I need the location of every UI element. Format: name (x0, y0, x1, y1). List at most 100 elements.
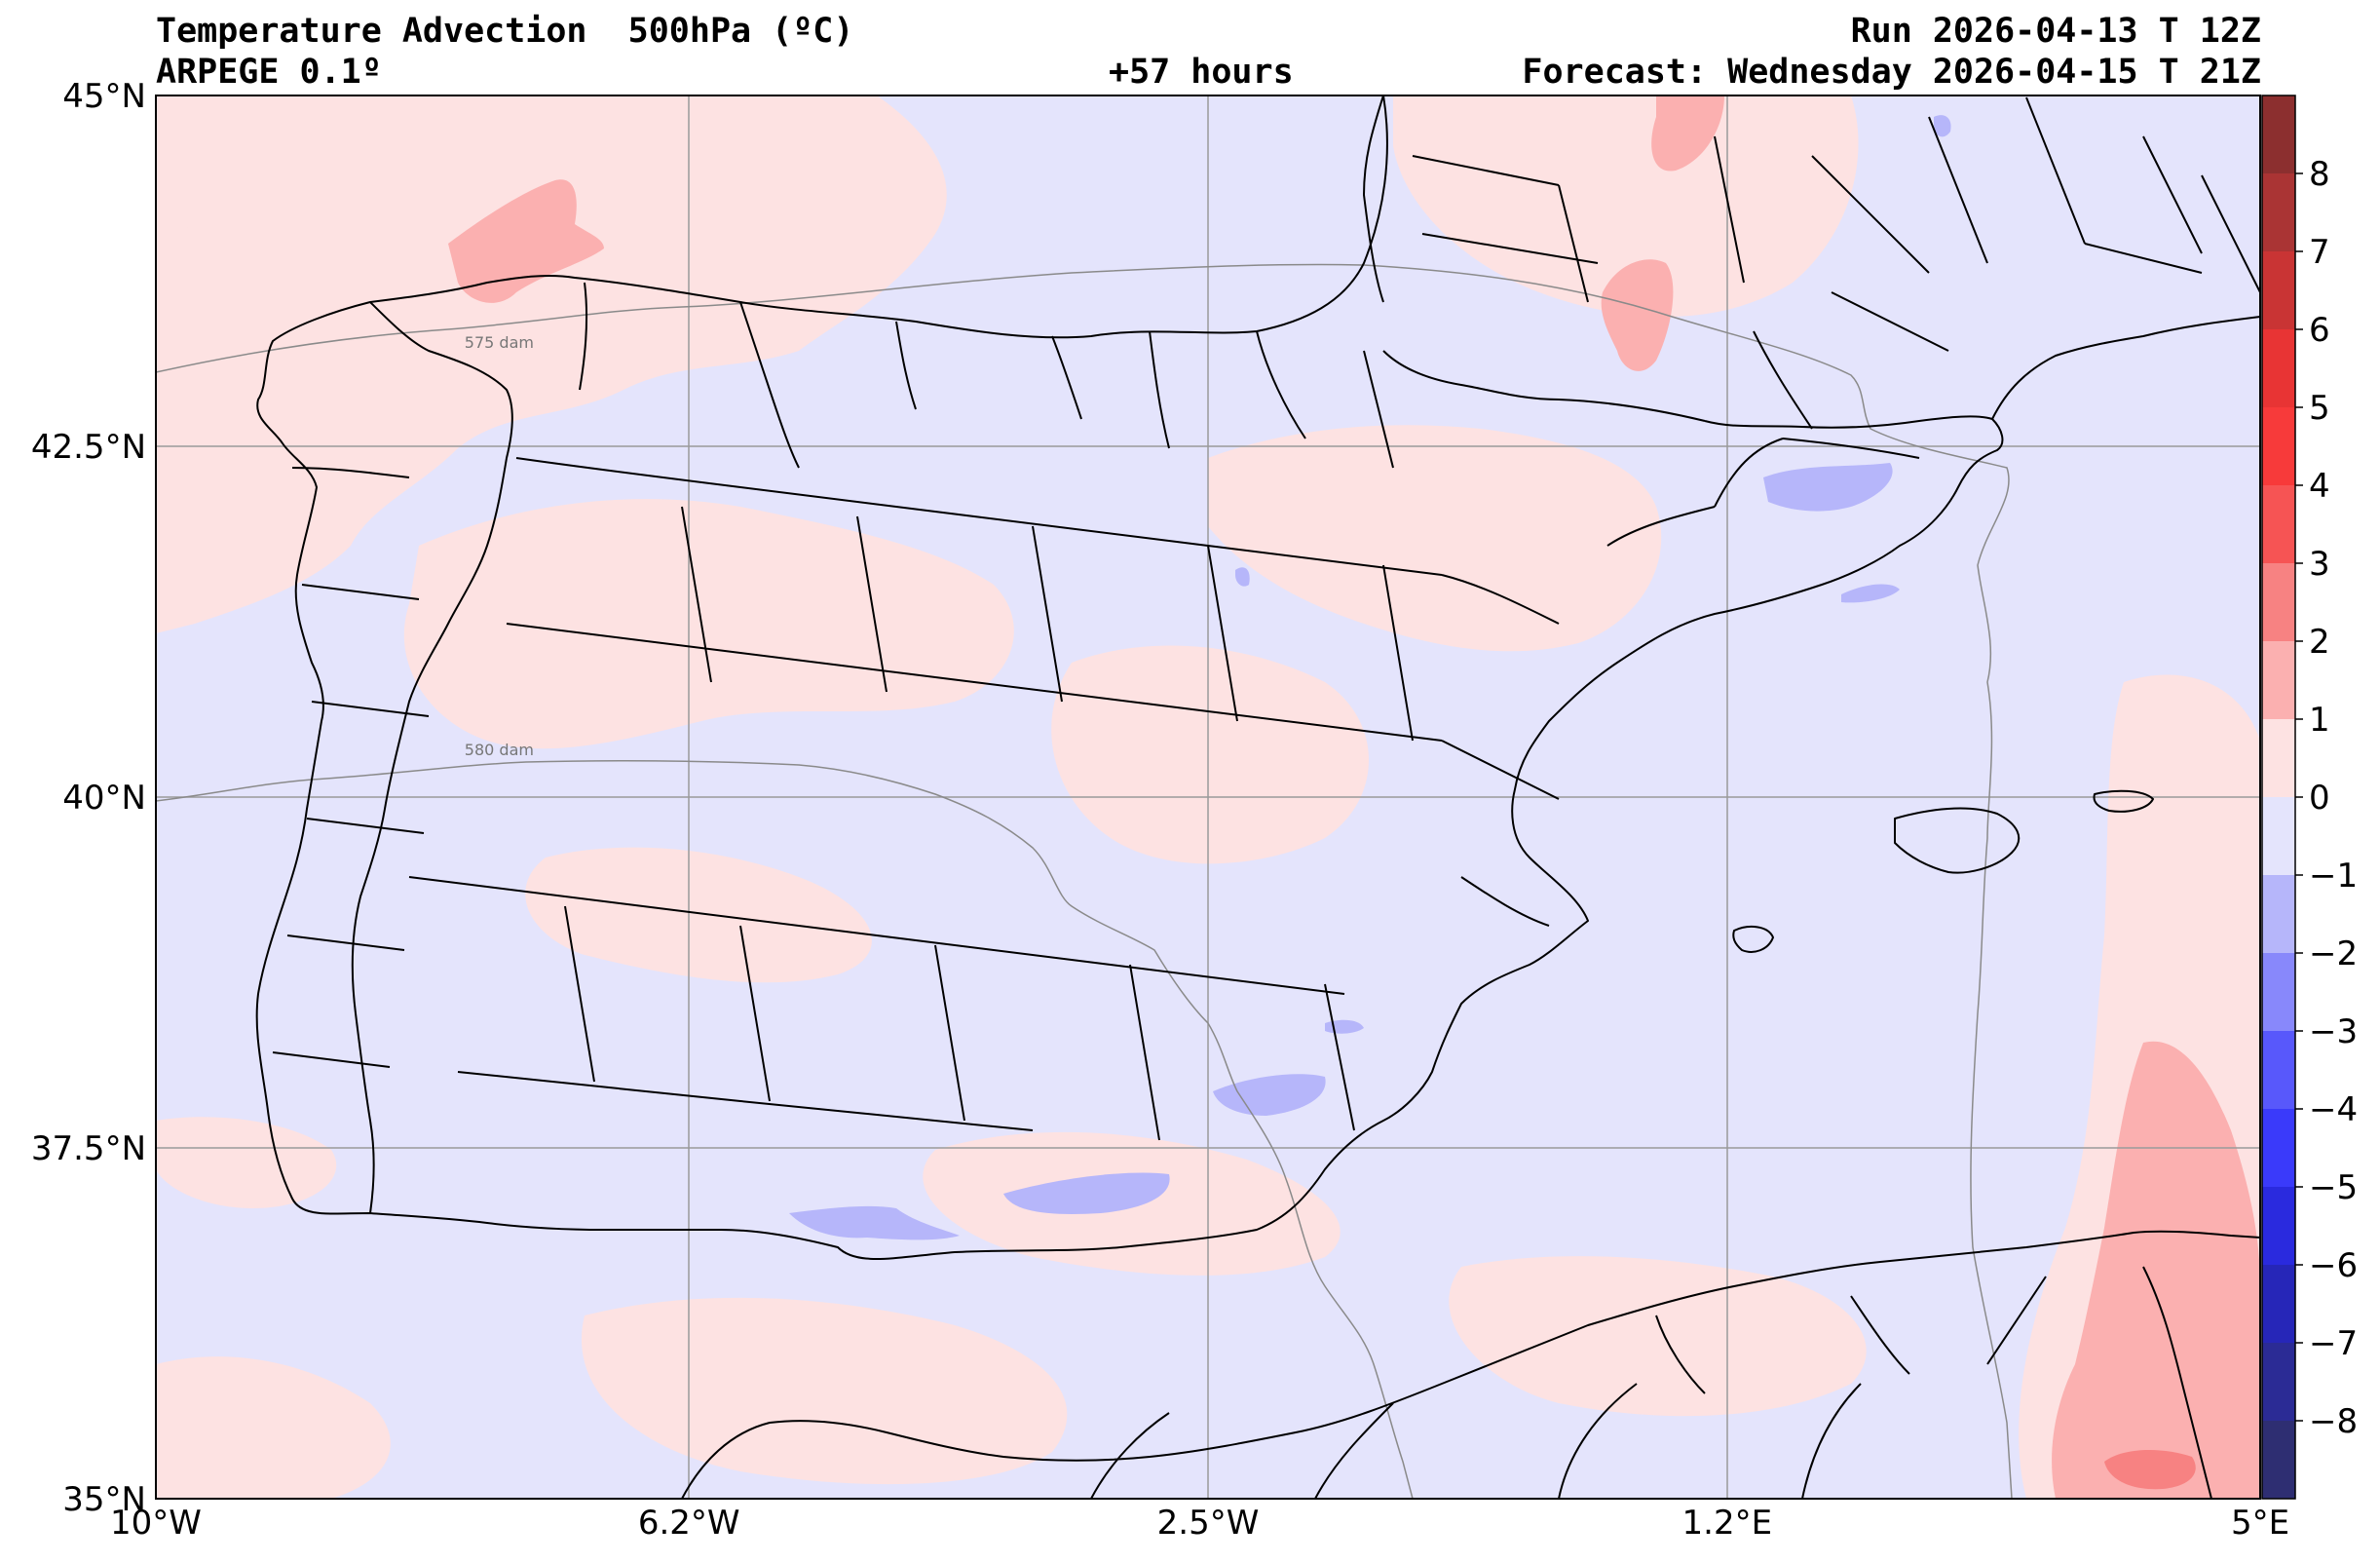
colorbar-tick-label: 3 (2309, 545, 2330, 584)
lon-tick-label: 2.5°W (1157, 1504, 1260, 1543)
contour-labels: 575 dam 580 dam (465, 333, 534, 759)
lat-tick-label: 42.5°N (31, 428, 146, 467)
warm-advection-moderate (448, 95, 2260, 1499)
contour-label-580: 580 dam (465, 741, 534, 759)
colorbar-segment (2262, 1421, 2295, 1499)
warm-region-atlantic-north (156, 195, 240, 507)
ibiza (1732, 925, 1774, 953)
coastlines-and-borders (255, 95, 2260, 1499)
colorbar-tick-label: −4 (2309, 1090, 2358, 1129)
warm-advection-strong (2104, 1450, 2196, 1490)
cold-core-cazorla (1213, 1074, 1326, 1116)
cold-core-france-south (1934, 115, 1951, 137)
colorbar-tick-label: 6 (2309, 311, 2330, 350)
lat-tick-label: 37.5°N (31, 1129, 146, 1168)
lon-tick-label: 10°W (110, 1504, 202, 1543)
cold-core-meseta (1235, 567, 1250, 587)
model-name: ARPEGE 0.1º (156, 53, 382, 92)
warm-region-atlantic-southwest (156, 1356, 391, 1499)
colorbar-tick-label: 2 (2309, 623, 2330, 662)
colorbar-segment (2262, 641, 2295, 719)
africa-admin-borders (1090, 1266, 2212, 1499)
warm-core-southeast (2052, 1041, 2260, 1499)
warm-core-france-north (1651, 95, 1724, 172)
north-africa-coastline (681, 1230, 2260, 1499)
warm-core-france-central (1601, 259, 1674, 371)
warm-region-sierra-morena (525, 847, 872, 983)
colorbar-tick-label: −2 (2309, 934, 2358, 973)
lead-time: +57 hours (1109, 53, 1294, 92)
colorbar: 8 7 6 5 4 3 2 1 0 −1 −2 −3 −4 −5 −6 −7 −8 (2261, 95, 2358, 1500)
advection-field: 575 dam 580 dam (156, 95, 2260, 1499)
colorbar-segment (2262, 173, 2295, 251)
colorbar-segment (2262, 329, 2295, 407)
cold-core-sevilla (789, 1205, 960, 1240)
warm-region-gibraltar (156, 1117, 337, 1208)
contour-label-575: 575 dam (465, 333, 534, 352)
map-title: Temperature Advection 500hPa (ºC) (156, 12, 854, 51)
warm-region-france (1393, 95, 1859, 317)
warm-peak-tunisia (2104, 1450, 2196, 1490)
warm-region-ebro (1208, 425, 1662, 652)
portugal-spain-border (351, 301, 513, 1214)
longitude-labels: 10°W 6.2°W 2.5°W 1.2°E 5°E (110, 1504, 2289, 1543)
run-time: Run 2026-04-13 T 12Z (1850, 12, 2261, 51)
iberia-coastline (255, 95, 2004, 1260)
colorbar-tick-label: −8 (2309, 1402, 2358, 1441)
warm-region-algeria-coast (1449, 1256, 1867, 1417)
forecast-time: Forecast: Wednesday 2026-04-15 T 21Z (1522, 53, 2261, 92)
lon-tick-label: 1.2°E (1682, 1504, 1773, 1543)
colorbar-tick-label: −5 (2309, 1168, 2358, 1207)
contour-580-dam (156, 760, 1414, 1499)
colorbar-segment (2262, 1265, 2295, 1343)
menorca (2093, 789, 2154, 813)
warm-region-north-africa (581, 1297, 1068, 1485)
france-coastline (1363, 95, 1706, 422)
cold-core-granada (1003, 1172, 1170, 1214)
warm-region-la-mancha (1051, 645, 1369, 864)
colorbar-segment (2262, 485, 2295, 563)
colorbar-tick-label: 5 (2309, 389, 2330, 428)
colorbar-tick-label: −1 (2309, 857, 2358, 896)
colorbar-tick-label: 8 (2309, 155, 2330, 194)
colorbar-segment (2262, 563, 2295, 641)
colorbar-tick-label: 4 (2309, 467, 2330, 506)
province-borders-central (506, 457, 1443, 742)
colorbar-tick-label: −7 (2309, 1324, 2358, 1363)
lon-tick-label: 6.2°W (638, 1504, 740, 1543)
colorbar-segment (2262, 875, 2295, 953)
lat-tick-label: 35°N (62, 1480, 146, 1519)
colorbar-segment (2262, 1343, 2295, 1421)
warm-region-northwest (156, 95, 947, 633)
colorbar-segment (2262, 95, 2295, 173)
mallorca (1894, 807, 2021, 874)
france-departments (1412, 96, 2260, 430)
colorbar-tick-label: 0 (2309, 779, 2330, 818)
lat-tick-label: 45°N (62, 77, 146, 116)
province-borders-north (579, 282, 1394, 469)
colorbar-segment (2262, 953, 2295, 1031)
colorbar-segment (2262, 1187, 2295, 1265)
province-borders-east (1441, 438, 1920, 927)
colorbar-segment (2262, 1031, 2295, 1109)
colorbar-segment (2262, 407, 2295, 485)
geopotential-contours (156, 263, 2013, 1499)
colorbar-segment (2262, 797, 2295, 875)
cold-core-catalonia (1763, 463, 1893, 512)
warm-region-central-meseta (403, 499, 1014, 749)
colorbar-tick-label: −3 (2309, 1012, 2358, 1051)
colorbar-tick-label: 7 (2309, 233, 2330, 272)
colorbar-tick-label: 1 (2309, 701, 2330, 740)
lon-tick-label: 5°E (2231, 1504, 2289, 1543)
latitude-labels: 45°N 42.5°N 40°N 37.5°N 35°N (31, 77, 146, 1519)
gridlines (156, 95, 2260, 1499)
contour-575-dam (156, 263, 2013, 1499)
cold-core-catalonia-south (1841, 584, 1900, 603)
colorbar-segment (2262, 251, 2295, 329)
portugal-districts (272, 467, 430, 1068)
colorbar-segment (2262, 719, 2295, 797)
warm-core-galicia (448, 179, 604, 303)
france-mediterranean-coast (1991, 316, 2260, 420)
